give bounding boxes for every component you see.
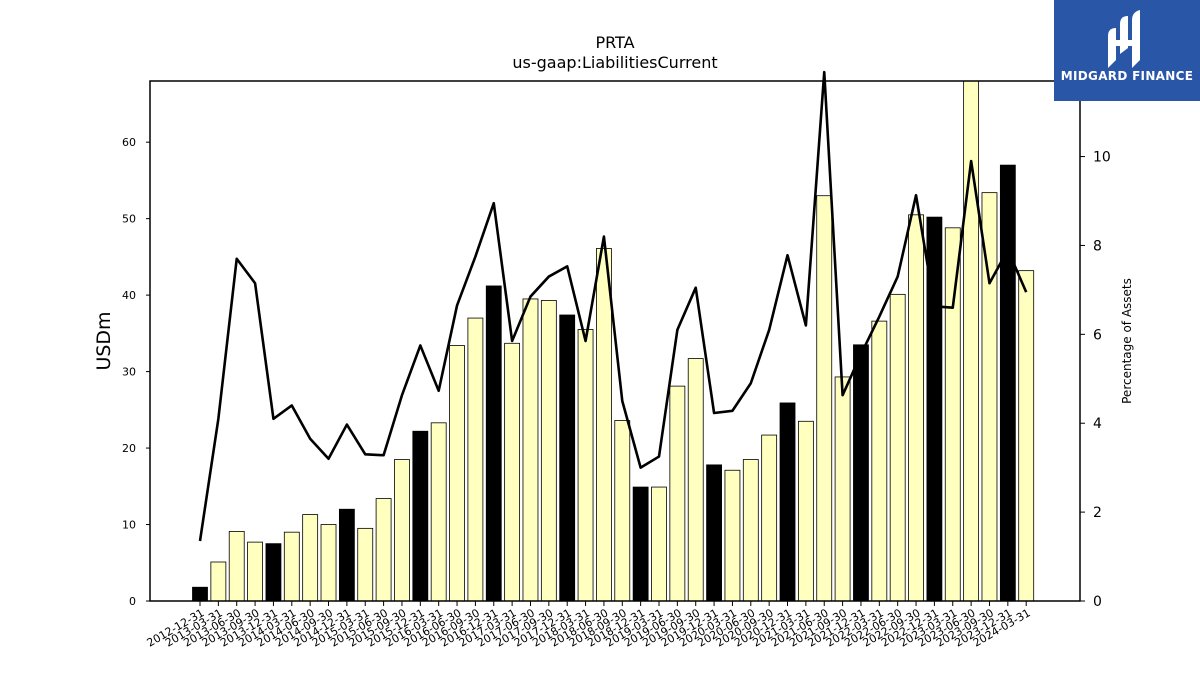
line-series (198, 70, 1028, 542)
bar (357, 527, 374, 602)
bar (522, 298, 539, 602)
left-y-axis: 0 10 20 30 40 50 60 (122, 136, 150, 608)
bar (834, 376, 851, 602)
bar (504, 342, 521, 602)
bar (338, 508, 355, 602)
bar (540, 300, 557, 602)
plot-frame (149, 80, 1081, 602)
y-tick-label: 40 (122, 289, 136, 302)
bar (651, 486, 667, 602)
bar (706, 464, 722, 602)
bar (908, 214, 924, 602)
y2-tick-label: 6 (1093, 327, 1102, 343)
chart-subtitle: us-gaap:LiabilitiesCurrent (512, 53, 717, 72)
bar (816, 195, 833, 602)
y-axis-label: USDm (93, 311, 115, 370)
y2-tick-label: 0 (1093, 594, 1102, 610)
bar (963, 80, 980, 602)
bar (320, 524, 337, 602)
logo-text: MIDGARD FINANCE (1060, 69, 1194, 83)
bar-series (192, 80, 1035, 602)
bar (247, 541, 263, 602)
y2-tick-label: 10 (1093, 150, 1111, 166)
bar (999, 164, 1016, 602)
bar (283, 531, 300, 602)
y-tick-label: 50 (122, 213, 136, 226)
bar (614, 420, 631, 602)
bar (669, 385, 686, 602)
bar (889, 293, 906, 602)
bar (265, 543, 282, 602)
bar (871, 320, 888, 602)
y2-axis-label: Percentage of Assets (1120, 278, 1134, 404)
bar (449, 345, 465, 602)
bar (797, 420, 814, 602)
bar (192, 586, 208, 602)
bar (724, 469, 741, 602)
bar (394, 459, 410, 602)
y2-tick-label: 4 (1093, 416, 1102, 432)
bar (761, 434, 778, 602)
y-tick-label: 10 (122, 519, 136, 532)
bar (375, 498, 392, 602)
bar (596, 248, 612, 602)
right-y-axis: 0 2 4 6 8 10 (1080, 150, 1111, 610)
y2-tick-label: 2 (1093, 505, 1102, 521)
y-tick-label: 20 (122, 442, 136, 455)
bar (687, 358, 704, 602)
y2-tick-label: 8 (1093, 238, 1102, 254)
bar (1018, 270, 1035, 602)
bar (228, 531, 245, 602)
bar (742, 459, 759, 602)
y-tick-label: 30 (122, 366, 136, 379)
bar (853, 344, 869, 602)
bar (779, 402, 796, 602)
bar (430, 422, 447, 602)
bar (485, 285, 502, 602)
y-tick-label: 60 (122, 136, 136, 149)
chart-title: PRTA (595, 33, 634, 52)
bar (412, 430, 429, 602)
brand-logo: MIDGARD FINANCE (1054, 0, 1200, 101)
x-axis: 2012-12-312013-03-312013-06-302013-09-30… (145, 601, 1033, 650)
bar (302, 514, 319, 602)
percentage-line (198, 70, 1028, 542)
bar (944, 227, 961, 602)
bar (577, 329, 594, 602)
bar (210, 561, 227, 602)
logo-mark-icon (1108, 10, 1140, 68)
bar (559, 314, 576, 602)
bar (632, 486, 649, 602)
bar (467, 317, 484, 602)
y-tick-label: 0 (129, 595, 136, 608)
